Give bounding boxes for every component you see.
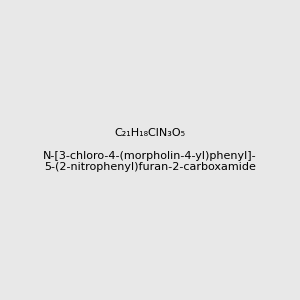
Text: C₂₁H₁₈ClN₃O₅

N-[3-chloro-4-(morpholin-4-yl)phenyl]-
5-(2-nitrophenyl)furan-2-ca: C₂₁H₁₈ClN₃O₅ N-[3-chloro-4-(morpholin-4-… xyxy=(43,128,257,172)
